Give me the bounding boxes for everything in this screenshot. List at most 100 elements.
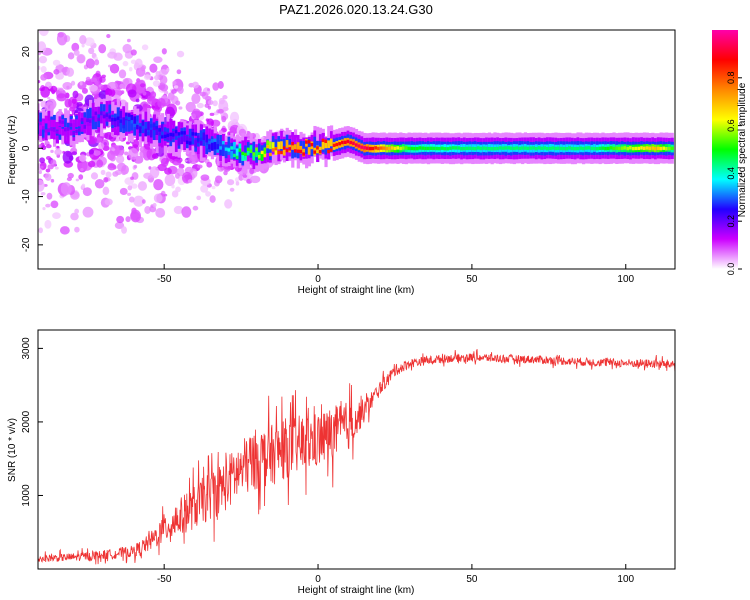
spectrogram-ridge-cell xyxy=(606,146,611,151)
x-tick-label: -50 xyxy=(157,574,172,585)
y-tick-label: -20 xyxy=(21,237,32,252)
spectrogram-ridge-cell xyxy=(138,122,143,127)
spectrogram-blob xyxy=(81,183,86,188)
spectrogram-blob xyxy=(93,150,101,156)
spectrogram-blob xyxy=(124,151,129,156)
spectrogram-blob xyxy=(235,181,240,186)
spectrogram-ridge-cell xyxy=(155,125,159,130)
spectrogram-blob xyxy=(206,88,210,92)
spectrogram-ridge-cell xyxy=(313,136,317,151)
spectrogram-ridge-cell xyxy=(374,146,378,150)
spectrogram-blob xyxy=(191,81,199,89)
spectrogram-blob xyxy=(209,112,215,117)
spectrogram-blob xyxy=(128,148,139,160)
spectrogram-ridge-cell xyxy=(656,146,660,151)
spectrogram-ridge-cell xyxy=(626,146,630,151)
spectrogram-ridge-cell xyxy=(185,135,190,144)
spectrogram-ridge-cell xyxy=(152,123,156,128)
spectrogram-blob xyxy=(153,179,164,191)
spectrogram-blob xyxy=(50,149,54,154)
spectrogram-ridge-cell xyxy=(94,114,98,122)
spectrogram-ridge-cell xyxy=(122,117,126,126)
spectrogram-blob xyxy=(212,82,220,91)
spectrogram-blob xyxy=(181,206,192,218)
spectrogram-blob xyxy=(38,170,42,175)
spectrogram-ridge-cell xyxy=(321,141,325,150)
spectrogram-ridge-cell xyxy=(562,146,566,151)
spectrogram-ridge-cell xyxy=(233,141,237,150)
spectrogram-ridge-cell xyxy=(291,144,295,159)
spectrogram-blob xyxy=(143,74,151,80)
spectrogram-blob xyxy=(41,145,47,151)
spectrogram-ridge-cell xyxy=(86,118,90,123)
spectrogram-blob xyxy=(132,139,140,148)
spectrogram-ridge-cell xyxy=(141,120,145,129)
spectrogram-blob xyxy=(49,85,58,93)
spectrogram-blob xyxy=(67,52,75,60)
spectrogram-ridge-cell xyxy=(360,145,364,149)
spectrogram-ridge-cell xyxy=(379,146,384,150)
spectrogram-ridge-cell xyxy=(346,139,350,144)
spectrogram-ridge-cell xyxy=(130,114,134,123)
spectrogram-ridge-cell xyxy=(341,140,345,145)
spectrogram-ridge-cell xyxy=(130,116,134,131)
spectrogram-blob xyxy=(78,174,84,180)
spectrogram-ridge-cell xyxy=(498,146,503,150)
spectrogram-blob xyxy=(131,207,137,215)
spectrogram-blob xyxy=(78,154,87,162)
spectrogram-blob xyxy=(39,165,44,169)
spectrogram-blob xyxy=(158,69,169,76)
spectrogram-ridge-cell xyxy=(282,146,287,150)
spectrogram-ridge-cell xyxy=(75,129,79,134)
spectrogram-ridge-cell xyxy=(604,146,608,151)
spectrogram-blob xyxy=(50,159,57,167)
spectrogram-ridge-cell xyxy=(133,123,137,128)
spectrogram-ridge-cell xyxy=(252,141,256,156)
colorbar-ticks: 0.0 0.2 0.4 0.6 0.8 xyxy=(726,72,742,275)
spectrogram-blob xyxy=(212,100,218,107)
spectrogram-blob xyxy=(80,168,84,172)
spectrogram-blob xyxy=(87,14,94,20)
spectrogram-ridge-cell xyxy=(645,146,649,150)
spectrogram-ridge-cell xyxy=(288,147,292,151)
spectrogram-ridge-cell xyxy=(277,141,281,150)
spectrogram-ridge-cell xyxy=(299,149,303,154)
spectrogram-ridge-cell xyxy=(61,120,65,124)
spectrogram-ridge-cell xyxy=(183,134,187,142)
spectrogram-blob xyxy=(52,212,61,219)
spectrogram-ridge-cell xyxy=(257,154,262,159)
spectrogram-ridge-cell xyxy=(274,139,278,153)
spectrogram-ridge-cell xyxy=(487,146,492,151)
spectrogram-ridge-cell xyxy=(238,148,242,152)
spectrogram-ridge-cell xyxy=(329,138,334,147)
spectrogram-ridge-cell xyxy=(77,128,82,132)
spectrogram-ridge-cell xyxy=(546,146,550,151)
spectrogram-ridge-cell xyxy=(210,143,215,151)
spectrogram-ridge-cell xyxy=(80,124,84,132)
spectrogram-ridge-cell xyxy=(83,125,87,129)
spectrogram-ridge-cell xyxy=(191,132,195,136)
spectrogram-blob xyxy=(141,44,149,51)
spectrogram-blob xyxy=(161,48,167,55)
spectrogram-blob xyxy=(172,80,177,86)
spectrogram-ridge-cell xyxy=(429,146,433,151)
spectrogram-blob xyxy=(38,41,47,54)
spectrogram-ridge-cell xyxy=(618,146,622,151)
spectrogram-blob xyxy=(121,226,127,234)
spectrogram-ridge-cell xyxy=(97,106,101,115)
spectrogram-blob xyxy=(75,178,80,182)
snr-panel: -50 0 50 100 1000 2000 3000 Height of straigh… xyxy=(7,329,676,596)
spectrogram-ridge-cell xyxy=(532,146,536,150)
spectrogram-ridge-cell xyxy=(316,146,320,150)
spectrogram-ridge-cell xyxy=(233,153,237,158)
x-tick-label: 0 xyxy=(315,574,321,585)
spectrogram-ridge-cell xyxy=(418,146,422,150)
spectrogram-blob xyxy=(40,74,48,81)
spectrogram-ridge-cell xyxy=(554,146,558,151)
spectrogram-blob xyxy=(103,177,109,183)
spectrogram-ridge-cell xyxy=(136,118,140,141)
spectrogram-ridge-cell xyxy=(177,137,181,146)
colorbar-label: Normalized spectral amplitude xyxy=(737,82,748,217)
spectrogram-ridge-cell xyxy=(244,152,248,157)
spectrogram-blob xyxy=(67,172,74,179)
